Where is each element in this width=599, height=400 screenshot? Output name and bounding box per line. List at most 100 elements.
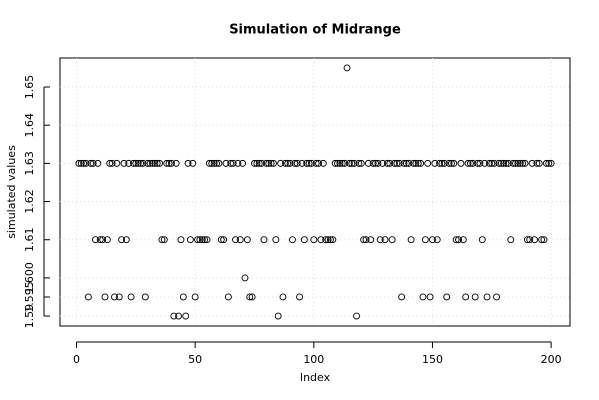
point	[298, 159, 306, 167]
point	[417, 159, 425, 167]
point	[125, 159, 133, 167]
point	[99, 236, 107, 244]
point	[535, 159, 543, 167]
point	[367, 236, 375, 244]
point	[258, 159, 266, 167]
point	[139, 159, 147, 167]
y-tick-label: 1.62	[23, 189, 36, 214]
point	[376, 236, 384, 244]
point	[92, 236, 99, 244]
point	[215, 159, 223, 167]
point	[379, 159, 387, 167]
point	[151, 159, 159, 167]
point	[364, 159, 372, 167]
point	[381, 236, 389, 244]
point	[360, 236, 368, 244]
point	[77, 159, 85, 167]
point	[310, 236, 318, 244]
point	[172, 159, 180, 167]
point	[251, 159, 258, 167]
point	[355, 159, 363, 167]
point	[533, 159, 541, 167]
point	[208, 159, 216, 167]
point	[101, 293, 109, 301]
point	[483, 293, 491, 301]
point	[324, 236, 332, 244]
point	[158, 236, 166, 244]
point	[111, 293, 118, 301]
point	[433, 236, 441, 244]
y-tick-label: 1.64	[23, 113, 36, 138]
point	[217, 236, 225, 244]
point	[286, 159, 294, 167]
point	[350, 159, 358, 167]
y-axis-label: simulated values	[5, 145, 18, 239]
point	[507, 236, 515, 244]
point	[300, 236, 308, 244]
point	[222, 159, 230, 167]
point	[452, 236, 460, 244]
point	[369, 159, 377, 167]
point	[220, 236, 228, 244]
point	[153, 159, 161, 167]
point	[502, 159, 510, 167]
point	[243, 236, 251, 244]
point	[103, 236, 111, 244]
point	[120, 159, 128, 167]
point	[189, 159, 197, 167]
point	[542, 159, 550, 167]
point	[196, 236, 204, 244]
x-tick-label: 100	[303, 353, 324, 366]
point	[262, 159, 270, 167]
point	[531, 236, 538, 244]
point	[504, 159, 512, 167]
point	[144, 159, 152, 167]
point	[118, 236, 126, 244]
point	[459, 236, 467, 244]
point	[450, 159, 458, 167]
point	[289, 236, 296, 244]
point	[322, 236, 330, 244]
point	[303, 159, 311, 167]
point	[149, 159, 156, 167]
point	[267, 159, 275, 167]
point	[241, 274, 249, 282]
point	[232, 236, 239, 244]
point	[509, 159, 517, 167]
point	[175, 312, 183, 320]
point	[476, 159, 484, 167]
point	[334, 159, 341, 167]
point	[474, 159, 481, 167]
point	[179, 293, 187, 301]
point	[455, 236, 463, 244]
point	[89, 159, 97, 167]
point	[137, 159, 145, 167]
point	[87, 159, 95, 167]
point	[182, 312, 190, 320]
point	[106, 159, 114, 167]
y-tick-label: 1.59	[23, 304, 36, 329]
point	[471, 293, 479, 301]
x-axis-label: Index	[300, 371, 331, 384]
y-tick-label: 1.65	[23, 75, 36, 100]
point	[362, 236, 370, 244]
point	[357, 159, 365, 167]
plot-frame	[59, 57, 571, 327]
point	[96, 236, 104, 244]
point	[108, 159, 116, 167]
point	[405, 159, 413, 167]
point	[348, 159, 356, 167]
point	[445, 159, 453, 167]
point	[122, 236, 130, 244]
point	[512, 159, 519, 167]
point	[414, 159, 422, 167]
point	[165, 159, 173, 167]
point	[341, 159, 349, 167]
point	[265, 159, 273, 167]
point	[284, 159, 292, 167]
point	[426, 293, 434, 301]
point	[177, 236, 185, 244]
point	[326, 236, 334, 244]
point	[331, 159, 339, 167]
point	[440, 159, 448, 167]
